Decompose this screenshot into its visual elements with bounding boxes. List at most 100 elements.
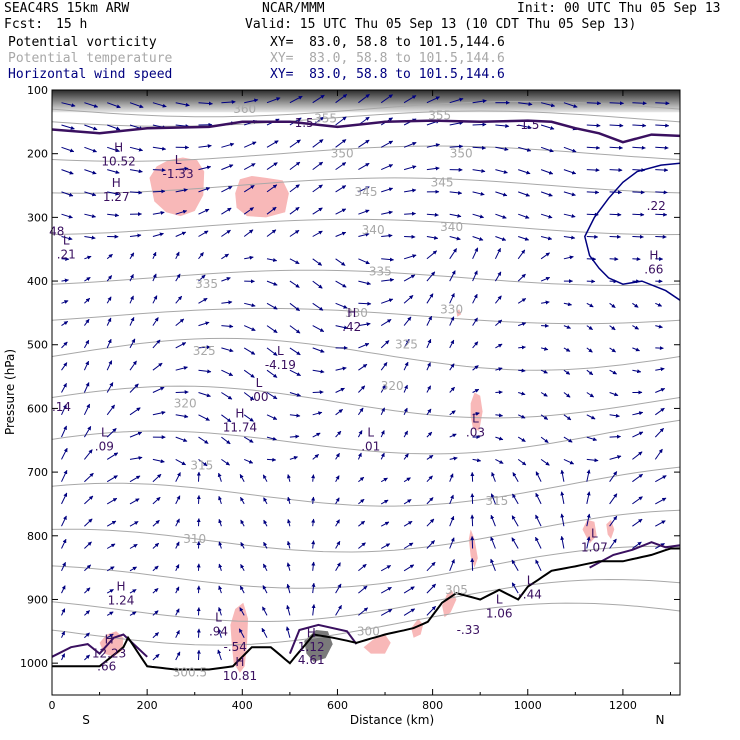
pv-value-label: .14 <box>52 400 71 414</box>
wind-vector <box>655 475 667 483</box>
wind-vector <box>266 436 277 441</box>
wind-vector <box>61 608 66 616</box>
wind-vector <box>655 407 665 416</box>
wind-vector <box>563 347 571 352</box>
wind-vector <box>175 209 188 215</box>
wind-vector <box>198 345 211 350</box>
pv-extremum-marker: L <box>367 426 374 440</box>
wind-vector <box>490 514 496 527</box>
wind-vector <box>586 491 591 505</box>
wind-vector <box>175 295 183 304</box>
wind-vector <box>152 473 162 483</box>
pv-negative-region <box>363 634 391 654</box>
pv-contour-surface <box>589 541 680 569</box>
wind-vector <box>335 162 347 171</box>
wind-vector <box>655 497 667 505</box>
pv-extremum-marker: L <box>472 412 479 426</box>
wind-vector <box>540 124 555 130</box>
pv-negative-region <box>456 309 462 317</box>
wind-vector <box>217 472 222 482</box>
pv-value-label: -.33 <box>457 623 480 637</box>
wind-vector <box>632 347 640 352</box>
wind-vector <box>175 251 180 260</box>
wind-vector <box>152 632 159 639</box>
field-pv-name: Potential vorticity <box>8 35 157 50</box>
wind-vector <box>470 536 475 549</box>
wind-vector <box>175 564 180 572</box>
wind-vector <box>152 610 159 616</box>
wind-vector <box>358 363 368 371</box>
wind-vector <box>239 585 245 594</box>
wind-vector <box>107 213 120 218</box>
wind-vector <box>84 169 97 175</box>
x-tick-label: 1000 <box>514 699 542 712</box>
wind-vector <box>586 123 601 128</box>
wind-vector <box>609 168 623 173</box>
wind-vector <box>609 234 621 239</box>
wind-vector <box>221 185 233 193</box>
wind-vector <box>472 99 487 104</box>
wind-vector <box>106 317 112 326</box>
wind-vector <box>243 141 257 148</box>
wind-vector <box>381 277 395 282</box>
wind-vector <box>380 608 393 616</box>
x-axis-title: Distance (km) <box>350 713 434 727</box>
wind-vector <box>654 427 664 438</box>
wind-vector <box>426 540 435 549</box>
wind-vector <box>175 518 180 527</box>
pv-negative-region <box>411 618 424 638</box>
wind-vector <box>175 390 189 395</box>
y-tick-label: 500 <box>27 339 48 352</box>
wind-vector <box>381 210 393 215</box>
wind-vector <box>426 583 436 594</box>
wind-vector <box>84 518 93 527</box>
wind-vector <box>289 280 300 288</box>
wind-vector <box>289 206 300 215</box>
x-tick-label: 1200 <box>609 699 637 712</box>
wind-vector <box>495 343 503 349</box>
wind-vector <box>61 653 66 661</box>
pv-value-label: .22 <box>647 199 666 213</box>
wind-vector <box>262 563 268 572</box>
wind-vector <box>61 425 67 438</box>
wind-vector <box>311 582 316 594</box>
wind-vector <box>380 499 389 505</box>
wind-vector <box>472 168 486 173</box>
wind-vector <box>198 392 211 398</box>
wind-vector <box>426 212 439 217</box>
wind-vector <box>655 123 670 128</box>
x-tick-label: 800 <box>422 699 443 712</box>
wind-vector <box>312 139 324 148</box>
wind-vector <box>357 430 363 438</box>
wind-vector <box>512 493 519 505</box>
pv-contour-outline <box>584 162 680 301</box>
wind-vector <box>289 229 300 237</box>
wind-vector <box>198 414 210 421</box>
wind-vector <box>380 452 385 460</box>
wind-vector <box>312 184 323 193</box>
wind-vector <box>129 252 135 260</box>
theta-label: 320 <box>174 396 197 410</box>
wind-vector <box>654 448 663 460</box>
wind-vector <box>175 102 190 107</box>
wind-vector <box>61 469 68 482</box>
theta-label: 360 <box>233 102 256 116</box>
wind-vector <box>221 142 235 148</box>
pv-value-label: .01 <box>361 440 380 454</box>
wind-vector <box>289 184 300 193</box>
wind-vector <box>563 325 571 329</box>
wind-vector <box>632 302 639 308</box>
pv-value-label: 48 <box>49 224 64 238</box>
wind-vector <box>517 458 527 466</box>
wind-vector <box>518 146 532 152</box>
y-tick-label: 200 <box>27 148 48 161</box>
wind-vector <box>586 325 593 331</box>
wind-vector <box>586 234 599 239</box>
wind-vector <box>380 586 392 594</box>
wind-vector <box>380 477 388 483</box>
wind-vector <box>490 558 496 571</box>
wind-vector <box>586 458 599 463</box>
wind-vector <box>175 273 181 282</box>
wind-vector <box>129 146 143 152</box>
wind-vector <box>335 185 347 193</box>
